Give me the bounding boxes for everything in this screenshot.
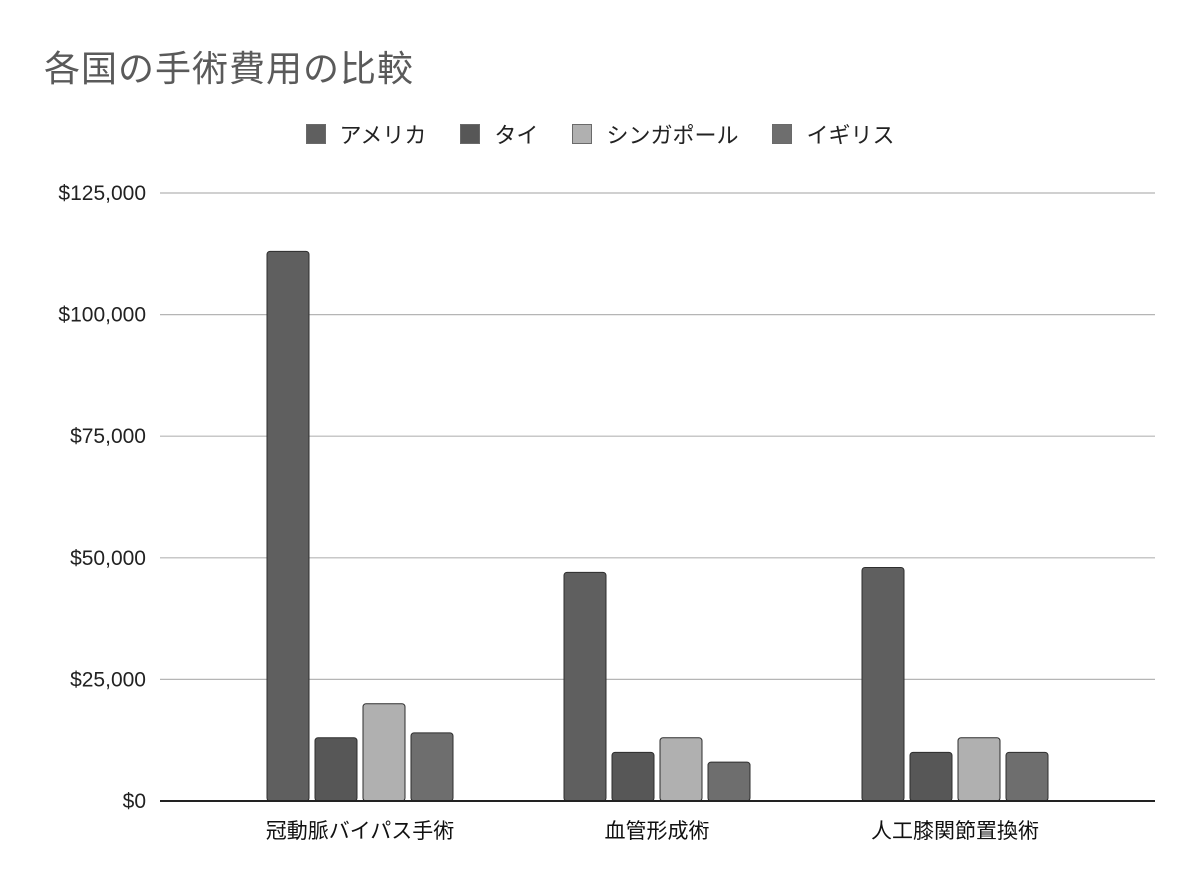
legend-swatch-thailand [460, 124, 481, 144]
legend-label-thailand: タイ [494, 124, 539, 149]
legend: アメリカ タイ シンガポール イギリス [0, 118, 1200, 150]
bar-2-2 [957, 737, 1001, 802]
x-category-label-2: 人工膝関節置換術 [871, 819, 1039, 843]
legend-swatch-usa [305, 124, 326, 144]
legend-item-usa: アメリカ [305, 118, 427, 150]
bar-1-2 [659, 737, 703, 802]
legend-item-uk: イギリス [772, 118, 894, 150]
legend-swatch-uk [772, 124, 793, 144]
y-tick-label-3: $75,000 [70, 425, 146, 448]
legend-item-thailand: タイ [460, 118, 538, 150]
x-category-label-0: 冠動脈バイパス手術 [266, 819, 455, 843]
chart-title: 各国の手術費用の比較 [44, 49, 415, 90]
y-tick-label-4: $100,000 [58, 304, 146, 327]
bar-1-0 [563, 571, 607, 802]
legend-swatch-singapore [572, 124, 593, 144]
bar-1-1 [611, 751, 655, 802]
bar-1-3 [707, 761, 751, 802]
bar-2-1 [909, 751, 953, 802]
legend-label-singapore: シンガポール [606, 124, 739, 149]
x-category-label-1: 血管形成術 [605, 819, 710, 843]
bar-2-3 [1005, 751, 1049, 802]
bar-0-2 [362, 703, 406, 802]
legend-label-usa: アメリカ [339, 124, 427, 149]
y-tick-label-1: $25,000 [70, 668, 146, 691]
y-tick-label-0: $0 [123, 790, 146, 813]
legend-item-singapore: シンガポール [572, 118, 738, 150]
bar-2-0 [861, 567, 905, 802]
bar-0-0 [266, 250, 310, 802]
bar-0-1 [314, 737, 358, 802]
y-tick-label-2: $50,000 [70, 547, 146, 570]
bar-0-3 [410, 732, 454, 802]
y-tick-label-5: $125,000 [58, 182, 146, 205]
legend-label-uk: イギリス [806, 124, 895, 149]
